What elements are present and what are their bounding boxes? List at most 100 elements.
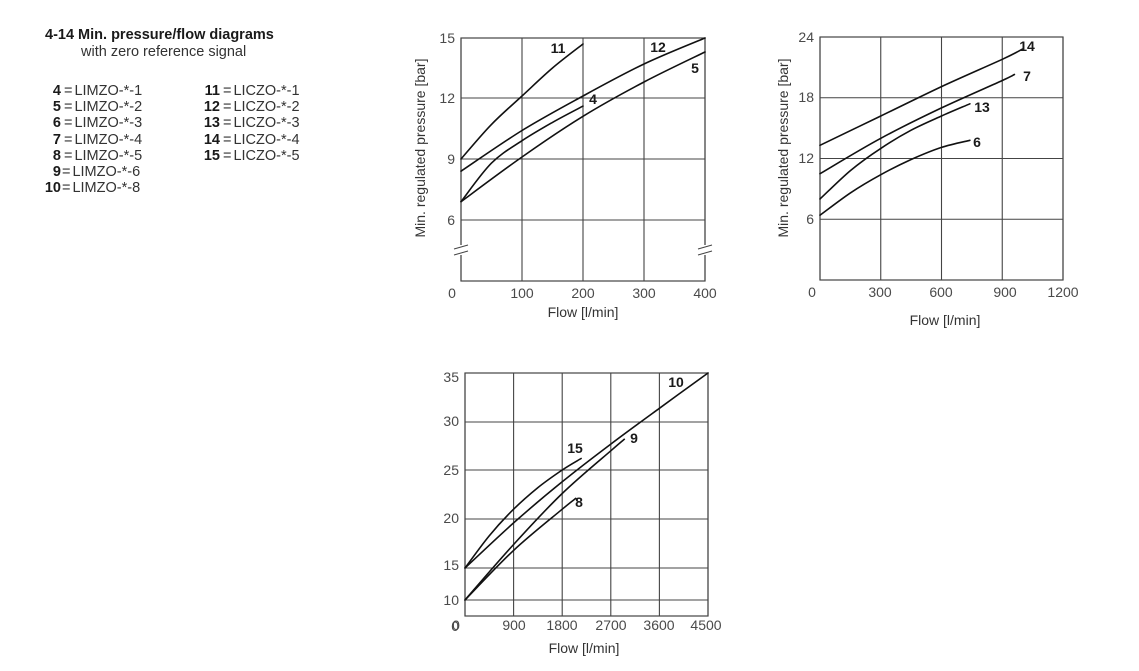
legend-label: LIMZO-*-5	[74, 147, 143, 164]
legend-item: 6 = LIMZO-*-3	[40, 115, 142, 131]
axis-break-gap	[703, 245, 707, 255]
x-tick-label: 900	[993, 284, 1017, 300]
curve-label: 9	[630, 430, 638, 446]
x-axis-label: Flow [l/min]	[548, 304, 619, 320]
curve-label: 10	[668, 374, 684, 390]
legend-number: 15	[203, 147, 220, 164]
curve-11	[460, 43, 584, 160]
x-tick-label: 3600	[643, 617, 674, 633]
curve-label: 13	[974, 99, 990, 115]
legend-number: 9	[52, 164, 61, 181]
legend-number: 5	[52, 99, 61, 116]
x-tick-label: 300	[868, 284, 892, 300]
plot-frame	[819, 36, 1064, 281]
legend-item: 10= LIMZO-*-8	[40, 180, 142, 196]
legend-column-liczo: 11 = LICZO-*-1 12 = LICZO-*-2 13 = LICZO-*-3 1…	[198, 83, 300, 164]
y-tick-label: 30	[443, 413, 459, 429]
legend-number: 12	[203, 99, 220, 116]
legend-item: 15 = LICZO-*-5	[198, 148, 300, 164]
legend-item: 7 = LIMZO-*-4	[40, 132, 142, 148]
axis-break-mark	[453, 250, 469, 256]
section-title: 4-14 Min. pressure/flow diagrams	[45, 27, 274, 43]
x-tick-label: 900	[502, 617, 526, 633]
x-tick-label: 2700	[595, 617, 626, 633]
x-tick-label: 200	[571, 285, 595, 301]
x-axis-label: Flow [l/min]	[549, 640, 620, 656]
section-heading: 4-14 Min. pressure/flow diagrams with ze…	[45, 27, 274, 61]
legend-item: 4 = LIMZO-*-1	[40, 83, 142, 99]
x-tick-label: 0	[448, 285, 456, 301]
legend-label: LIMZO-*-2	[74, 99, 143, 116]
curve-10	[464, 372, 709, 569]
y-tick-label: 0	[451, 618, 459, 634]
curve-label: 6	[973, 134, 981, 150]
legend-number: 11	[204, 83, 220, 99]
legend-item: 9= LIMZO-*-6	[40, 164, 142, 180]
legend-item: 5 = LIMZO-*-2	[40, 99, 142, 115]
x-axis-label: Flow [l/min]	[910, 312, 981, 328]
legend-number: 13	[203, 115, 220, 132]
y-tick-label: 18	[798, 89, 814, 105]
x-tick-label: 600	[929, 284, 953, 300]
y-tick-label: 15	[439, 30, 455, 46]
y-tick-label: 9	[447, 151, 455, 167]
curve-14	[819, 48, 1024, 147]
legend-label: LICZO-*-3	[233, 115, 300, 132]
axis-break-gap	[459, 245, 463, 255]
curve-5	[460, 51, 706, 203]
axis-break-mark	[697, 244, 713, 250]
curve-label: 14	[1019, 38, 1035, 54]
curve-7	[819, 73, 1016, 175]
legend-label: LIMZO-*-8	[72, 180, 141, 197]
legend-label: LICZO-*-1	[233, 83, 300, 99]
curve-label: 11	[551, 40, 566, 56]
legend-item: 11 = LICZO-*-1	[198, 83, 300, 99]
x-tick-label: 100	[510, 285, 534, 301]
curve-13	[819, 103, 971, 200]
legend-label: LIMZO-*-6	[72, 164, 141, 181]
legend-label: LIMZO-*-1	[74, 83, 143, 99]
y-tick-label: 25	[443, 462, 459, 478]
y-tick-label: 20	[443, 510, 459, 526]
legend-item: 12 = LICZO-*-2	[198, 99, 300, 115]
curve-15	[464, 457, 582, 569]
legend-column-limzo: 4 = LIMZO-*-1 5 = LIMZO-*-2 6 = LIMZO-*-3 7 = LI…	[40, 83, 142, 196]
legend-number: 8	[52, 147, 61, 164]
curve-label: 12	[650, 39, 666, 55]
legend-number: 4	[52, 83, 61, 99]
x-tick-label: 0	[808, 284, 816, 300]
x-tick-label: 1800	[546, 617, 577, 633]
x-tick-label: 1200	[1047, 284, 1078, 300]
x-tick-label: 300	[632, 285, 656, 301]
y-tick-label: 24	[798, 29, 814, 45]
y-tick-label: 10	[443, 592, 459, 608]
x-tick-label: 400	[693, 285, 717, 301]
legend-label: LICZO-*-4	[233, 131, 300, 148]
legend-item: 13 = LICZO-*-3	[198, 115, 300, 131]
legend-number: 7	[52, 131, 61, 148]
axis-break-mark	[697, 250, 713, 256]
legend-number: 6	[52, 115, 61, 132]
legend-label: LIMZO-*-3	[74, 115, 143, 132]
y-tick-label: 6	[447, 212, 455, 228]
legend-item: 14 = LICZO-*-4	[198, 132, 300, 148]
curve-4	[460, 105, 584, 203]
curve-label: 4	[589, 91, 597, 107]
y-tick-label: 35	[443, 369, 459, 385]
curve-6	[819, 139, 971, 216]
plot-frame	[464, 372, 709, 617]
curve-12	[460, 37, 706, 172]
curve-label: 7	[1023, 68, 1031, 84]
legend-number: 10	[44, 180, 61, 197]
axis-break-mark	[453, 244, 469, 250]
x-tick-label: 4500	[690, 617, 721, 633]
legend-label: LIMZO-*-4	[74, 131, 143, 148]
curve-label: 8	[575, 494, 583, 510]
curve-label: 15	[567, 440, 583, 456]
y-tick-label: 6	[806, 211, 814, 227]
y-tick-label: 15	[443, 557, 459, 573]
chart-pressure-flow-medium: 24 18 12 6 0 300 600 900 1200 Flow [l/min] Min. re…	[775, 29, 1079, 328]
curve-9	[464, 438, 626, 601]
